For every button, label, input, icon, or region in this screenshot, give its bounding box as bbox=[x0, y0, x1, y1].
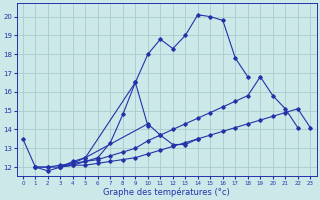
X-axis label: Graphe des températures (°c): Graphe des températures (°c) bbox=[103, 187, 230, 197]
